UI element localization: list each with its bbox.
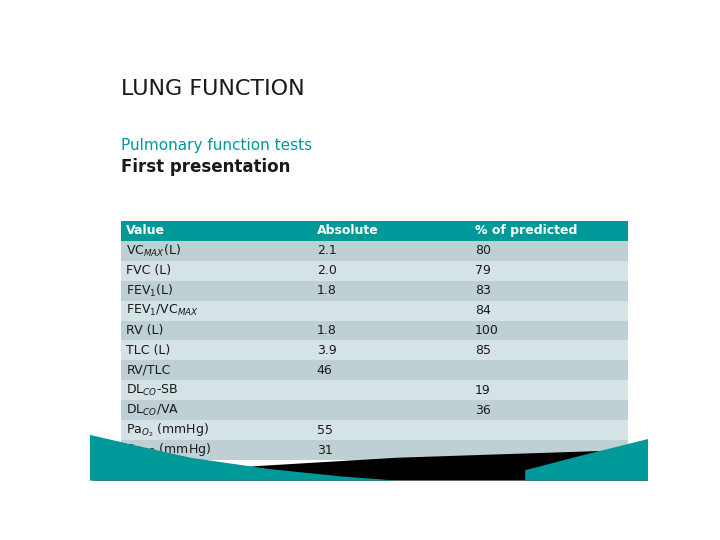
Text: RV (L): RV (L) — [126, 324, 163, 337]
Text: 79: 79 — [475, 264, 491, 277]
Text: 1.8: 1.8 — [317, 324, 336, 337]
FancyBboxPatch shape — [311, 400, 469, 420]
Text: TLC (L): TLC (L) — [126, 344, 171, 357]
FancyBboxPatch shape — [469, 400, 629, 420]
Text: LUNG FUNCTION: LUNG FUNCTION — [121, 79, 305, 99]
Text: VC$_{MAX}$(L): VC$_{MAX}$(L) — [126, 242, 181, 259]
Text: 1.8: 1.8 — [317, 284, 336, 297]
Text: % of predicted: % of predicted — [475, 224, 577, 237]
FancyBboxPatch shape — [121, 321, 311, 341]
FancyBboxPatch shape — [311, 301, 469, 321]
Text: Value: Value — [126, 224, 166, 237]
Text: DL$_{CO}$/VA: DL$_{CO}$/VA — [126, 403, 179, 418]
Text: RV/TLC: RV/TLC — [126, 364, 171, 377]
FancyBboxPatch shape — [311, 281, 469, 301]
FancyBboxPatch shape — [469, 261, 629, 281]
FancyBboxPatch shape — [469, 241, 629, 261]
FancyBboxPatch shape — [121, 360, 311, 380]
Text: 100: 100 — [475, 324, 499, 337]
Text: DL$_{CO}$-SB: DL$_{CO}$-SB — [126, 383, 179, 398]
FancyBboxPatch shape — [121, 400, 311, 420]
FancyBboxPatch shape — [311, 321, 469, 341]
Text: 83: 83 — [475, 284, 491, 297]
Text: First presentation: First presentation — [121, 158, 290, 177]
FancyBboxPatch shape — [121, 241, 311, 261]
FancyBboxPatch shape — [121, 281, 311, 301]
FancyBboxPatch shape — [121, 301, 311, 321]
FancyBboxPatch shape — [121, 261, 311, 281]
Text: FEV$_{1}$/VC$_{MAX}$: FEV$_{1}$/VC$_{MAX}$ — [126, 303, 199, 318]
FancyBboxPatch shape — [311, 341, 469, 360]
FancyBboxPatch shape — [311, 420, 469, 440]
FancyBboxPatch shape — [121, 440, 311, 460]
Text: Absolute: Absolute — [317, 224, 379, 237]
Text: 3.9: 3.9 — [317, 344, 336, 357]
Text: 19: 19 — [475, 384, 491, 397]
Text: 36: 36 — [475, 404, 491, 417]
Text: Pa$_{CO_2}$(mmHg): Pa$_{CO_2}$(mmHg) — [126, 442, 212, 459]
Text: Pulmonary function tests: Pulmonary function tests — [121, 138, 312, 153]
Text: 31: 31 — [317, 444, 333, 457]
Text: 55: 55 — [317, 424, 333, 437]
FancyBboxPatch shape — [311, 261, 469, 281]
Text: 85: 85 — [475, 344, 491, 357]
Text: Pa$_{O_2}$ (mmHg): Pa$_{O_2}$ (mmHg) — [126, 422, 210, 439]
Text: 80: 80 — [475, 244, 491, 257]
FancyBboxPatch shape — [469, 301, 629, 321]
FancyBboxPatch shape — [311, 360, 469, 380]
Polygon shape — [90, 449, 648, 481]
FancyBboxPatch shape — [469, 420, 629, 440]
FancyBboxPatch shape — [121, 221, 311, 241]
Text: 46: 46 — [317, 364, 333, 377]
FancyBboxPatch shape — [121, 380, 311, 400]
FancyBboxPatch shape — [311, 241, 469, 261]
FancyBboxPatch shape — [469, 360, 629, 380]
FancyBboxPatch shape — [121, 420, 311, 440]
FancyBboxPatch shape — [469, 341, 629, 360]
FancyBboxPatch shape — [469, 440, 629, 460]
Polygon shape — [90, 435, 397, 481]
Text: 84: 84 — [475, 304, 491, 317]
Polygon shape — [526, 439, 648, 481]
FancyBboxPatch shape — [121, 341, 311, 360]
FancyBboxPatch shape — [469, 321, 629, 341]
Text: 2.1: 2.1 — [317, 244, 336, 257]
FancyBboxPatch shape — [469, 281, 629, 301]
FancyBboxPatch shape — [311, 380, 469, 400]
FancyBboxPatch shape — [311, 440, 469, 460]
Text: FVC (L): FVC (L) — [126, 264, 171, 277]
FancyBboxPatch shape — [469, 221, 629, 241]
Text: FEV$_{1}$(L): FEV$_{1}$(L) — [126, 282, 174, 299]
Text: 2.0: 2.0 — [317, 264, 336, 277]
FancyBboxPatch shape — [311, 221, 469, 241]
FancyBboxPatch shape — [469, 380, 629, 400]
